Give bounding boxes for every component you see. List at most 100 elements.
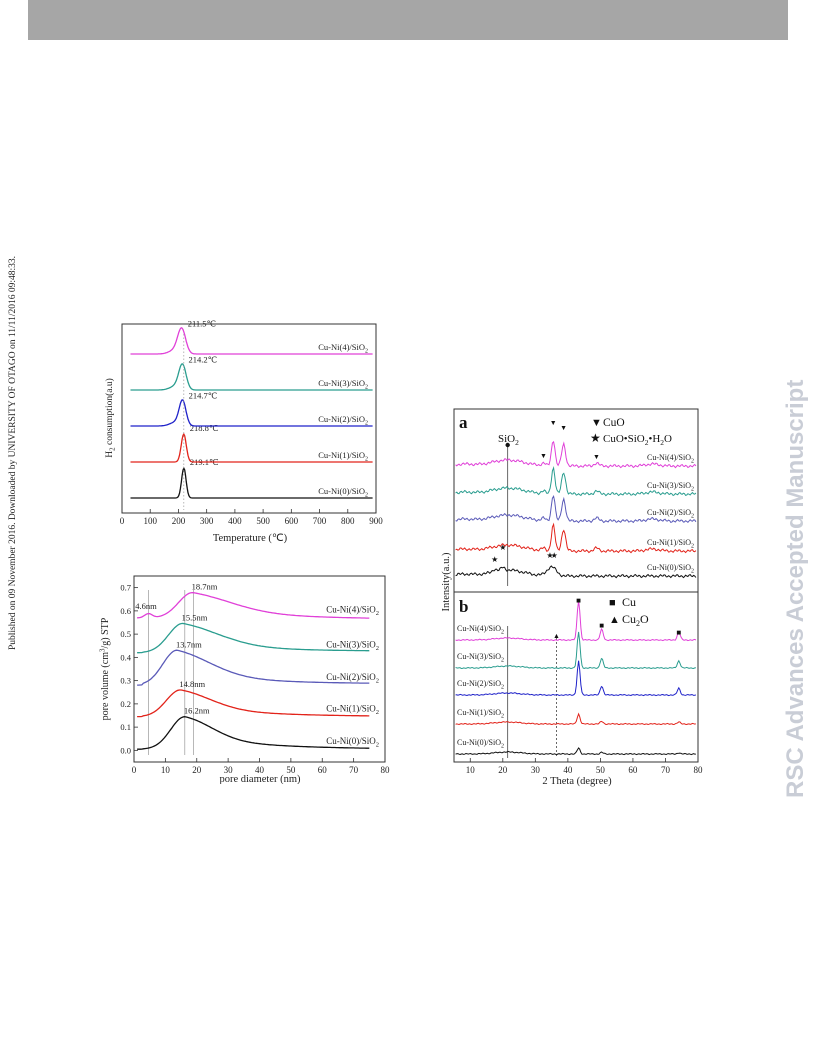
tpr-peak-label: 214.7℃ — [189, 391, 218, 401]
tpr-xtick-label: 800 — [341, 516, 355, 526]
tpr-peak-label: 214.2℃ — [188, 355, 217, 365]
xrd-b-series-label: Cu-Ni(0)/SiO2 — [457, 738, 504, 750]
pore-ytick-label: 0.7 — [120, 583, 131, 593]
pore-series-line — [137, 716, 370, 750]
xrd-a-series-label: Cu-Ni(3)/SiO2 — [647, 481, 694, 493]
xrd-a-series-line — [455, 522, 697, 554]
tpr-series-line — [130, 327, 373, 355]
pore-peak-label: 15.5nm — [182, 613, 208, 623]
pore-peak-label: 14.8nm — [179, 679, 205, 689]
xrd-a-series-line — [455, 494, 697, 524]
xrd-a-series-line — [455, 440, 697, 469]
xrd-b-series-line — [455, 631, 696, 670]
pore-xlabel: pore diameter (nm) — [219, 774, 301, 784]
xrd-cuo-marker: ▼ — [550, 419, 557, 427]
tpr-xtick-label: 900 — [369, 516, 383, 526]
tpr-chart: 219.1℃Cu-Ni(0)/SiO2218.8℃Cu-Ni(1)/SiO221… — [104, 320, 383, 544]
pore-ytick-label: 0.5 — [120, 629, 131, 639]
pore-ytick-label: 0.3 — [120, 676, 131, 686]
tpr-series-line — [130, 466, 373, 499]
header-bar — [28, 0, 788, 40]
xrd-legend-b: ■ Cu ▲ Cu2O — [609, 595, 649, 628]
tpr-xlabel: Temperature (℃) — [213, 533, 288, 544]
xrd-xtick-label: 20 — [498, 765, 508, 775]
tpr-series-line — [130, 399, 373, 427]
xrd-b-series-line — [455, 600, 697, 642]
xrd-b-series-line — [455, 712, 697, 726]
xrd-sio2-label: SiO2 — [498, 433, 519, 447]
pore-xtick-label: 50 — [286, 765, 296, 775]
pore-series-label: Cu-Ni(0)/SiO2 — [326, 736, 379, 749]
pore-xtick-label: 40 — [255, 765, 265, 775]
pore-series-label: Cu-Ni(1)/SiO2 — [326, 703, 379, 716]
pore-chart: 16.2nm Cu-Ni(0)/SiO2 14.8nm Cu-Ni(1)/SiO2 13… — [99, 575, 390, 784]
pore-peak-label: 13.7nm — [176, 639, 202, 649]
tpr-xtick-label: 200 — [172, 516, 186, 526]
pore-series-line — [137, 689, 370, 718]
xrd-cu-marker: ■ — [599, 621, 604, 630]
tpr-series-label: Cu-Ni(3)/SiO2 — [318, 378, 368, 391]
xrd-chart: Cu-Ni(4)/SiO2 Cu-Ni(3)/SiO2 Cu-Ni(2)/SiO2 C… — [441, 408, 704, 787]
xrd-cuo-marker: ▼ — [560, 424, 567, 432]
legend-cu2o-text: Cu2O — [622, 612, 649, 628]
pore-xtick-label: 0 — [132, 765, 137, 775]
xrd-silicate-marker: ★ — [491, 555, 498, 564]
pore-ytick-label: 0.4 — [120, 652, 131, 662]
tpr-xtick-label: 300 — [200, 516, 214, 526]
pore-series-line — [137, 591, 370, 619]
xrd-b-series-label: Cu-Ni(3)/SiO2 — [457, 652, 504, 664]
pore-series-label: Cu-Ni(4)/SiO2 — [326, 605, 379, 618]
xrd-b-series-line — [455, 660, 697, 697]
pore-xtick-label: 30 — [224, 765, 234, 775]
tpr-xtick-label: 500 — [256, 516, 270, 526]
tpr-xtick-label: 0 — [120, 516, 125, 526]
pore-xtick-label: 10 — [161, 765, 171, 775]
tpr-xtick-label: 600 — [285, 516, 299, 526]
legend-cu-text: Cu — [622, 595, 636, 609]
xrd-xtick-label: 40 — [563, 765, 573, 775]
watermark-text: RSC Advances Accepted Manuscript — [782, 379, 809, 798]
tpr-peak-label: 218.8℃ — [190, 423, 219, 433]
tpr-plot-frame — [121, 323, 377, 514]
xrd-xtick-label: 60 — [628, 765, 638, 775]
pore-ytick-label: 0.1 — [120, 722, 131, 732]
tpr-ylabel: H2 consumption(a.u) — [104, 378, 117, 458]
xrd-xtick-label: 30 — [531, 765, 541, 775]
pore-extra-label: 4.6nm — [135, 601, 157, 611]
tpr-peak-label: 211.5℃ — [188, 320, 217, 329]
xrd-a-series-line — [455, 465, 697, 497]
xrd-xtick-label: 50 — [596, 765, 606, 775]
tpr-series-line — [130, 432, 373, 463]
xrd-sio2-marker — [505, 442, 510, 448]
xrd-silicate-marker: ★ — [499, 543, 506, 552]
xrd-b-series-label: Cu-Ni(2)/SiO2 — [457, 679, 504, 691]
tpr-xtick-label: 100 — [143, 516, 157, 526]
tpr-series-label: Cu-Ni(2)/SiO2 — [318, 414, 368, 427]
tpr-series-line — [130, 362, 373, 391]
pore-series-line — [137, 649, 370, 686]
pore-xtick-label: 60 — [318, 765, 328, 775]
tpr-series-label: Cu-Ni(1)/SiO2 — [318, 450, 368, 463]
legend-cuo-symbol: ▼ — [591, 417, 602, 429]
xrd-a-series-label: Cu-Ni(0)/SiO2 — [647, 563, 694, 575]
xrd-silicate-marker: ★ — [546, 551, 553, 560]
pore-peak-label: 16.2nm — [184, 706, 210, 716]
legend-cu2o-symbol: ▲ — [609, 614, 620, 626]
legend-silicate-symbol: ★ — [590, 431, 601, 445]
publication-notice-text: Published on 09 November 2016. Downloade… — [8, 256, 18, 650]
tpr-series-label: Cu-Ni(4)/SiO2 — [318, 342, 368, 355]
xrd-a-series-label: Cu-Ni(2)/SiO2 — [647, 508, 694, 520]
xrd-xtick-label: 80 — [694, 765, 704, 775]
pore-ytick-label: 0.0 — [120, 745, 131, 755]
pore-ytick-label: 0.6 — [120, 606, 131, 616]
xrd-panel-b-frame — [453, 591, 699, 763]
xrd-cu-marker: ■ — [676, 628, 681, 637]
pore-peak-label: 18.7nm — [192, 581, 218, 591]
xrd-panel-b-label: b — [459, 597, 468, 616]
legend-cu-symbol: ■ — [609, 597, 616, 609]
xrd-xtick-label: 10 — [466, 765, 476, 775]
xrd-b-series-line — [455, 747, 696, 756]
tpr-xtick-label: 700 — [313, 516, 327, 526]
xrd-ylabel: Intensity(a.u.) — [441, 552, 452, 611]
tpr-xtick-label: 400 — [228, 516, 242, 526]
